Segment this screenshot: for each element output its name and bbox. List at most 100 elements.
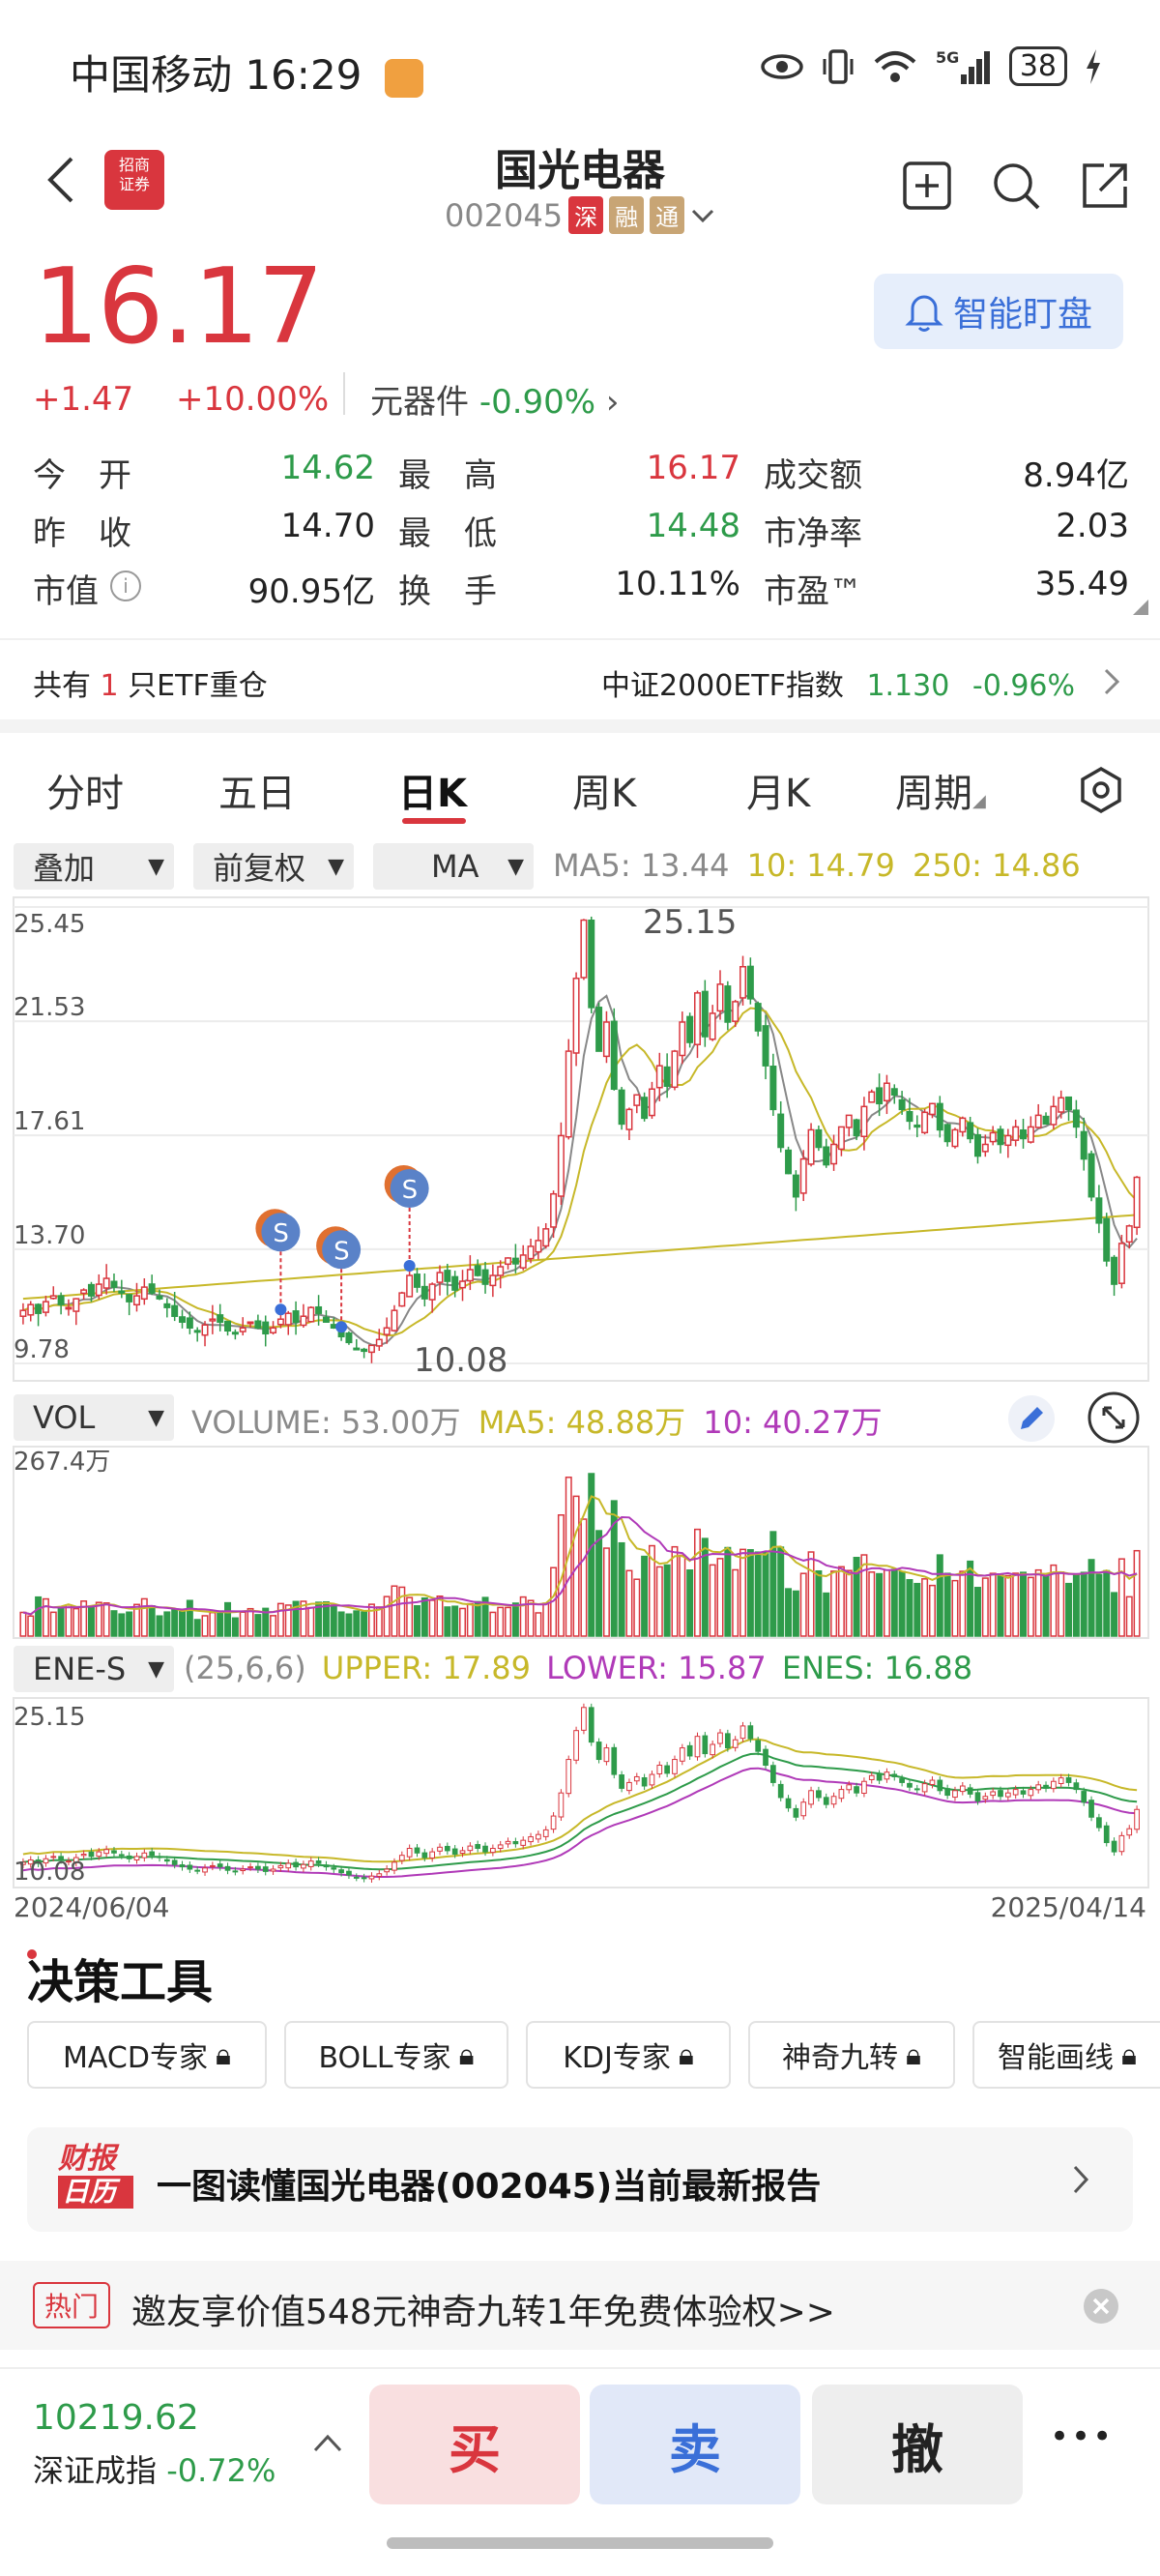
report-banner[interactable]: 财报 日历 一图读懂国光电器(002045)当前最新报告 xyxy=(27,2127,1133,2232)
stock-title: 国光电器 xyxy=(495,146,665,195)
expand-fullscreen-icon[interactable] xyxy=(1087,1390,1141,1445)
ene-lower: LOWER: 15.87 xyxy=(546,1650,767,1686)
candle-body xyxy=(292,1310,300,1323)
smart-watch-button[interactable]: 智能盯盘 xyxy=(874,274,1123,349)
tool-macd-button[interactable]: MACD专家 🔒︎ xyxy=(27,2021,267,2089)
ene-candle-body xyxy=(542,1829,549,1837)
vol-selector[interactable]: VOL ▼ xyxy=(14,1394,174,1441)
volume-bar xyxy=(883,1569,890,1637)
ene-candle-body xyxy=(444,1845,450,1852)
lock-icon: 🔒︎ xyxy=(1121,2037,1137,2072)
candle-body xyxy=(1020,1128,1028,1140)
tab-weekly-k[interactable]: 周K xyxy=(572,772,637,816)
chevron-down-icon[interactable] xyxy=(690,206,715,225)
ene-candle-body xyxy=(163,1859,170,1862)
marker-letter: S xyxy=(402,1176,419,1205)
ene-candle-body xyxy=(368,1875,375,1880)
share-icon[interactable] xyxy=(1079,160,1131,212)
candle-body xyxy=(276,1318,284,1326)
ene-candle-body xyxy=(270,1868,276,1872)
adjust-selector[interactable]: 前复权 ▼ xyxy=(193,843,354,890)
etf-holding-row[interactable]: 共有 1 只ETF重仓 中证2000ETF指数 1.130 -0.96% xyxy=(0,642,1160,719)
volume-bar xyxy=(769,1531,777,1637)
tab-five-day[interactable]: 五日 xyxy=(218,772,296,816)
ene-selector[interactable]: ENE-S ▼ xyxy=(14,1646,174,1692)
header-actions xyxy=(901,160,1131,212)
tab-period[interactable]: 周期◢ xyxy=(895,772,986,816)
volume-bar xyxy=(307,1606,315,1637)
index-name: 深证成指 xyxy=(33,2452,158,2489)
stat-label: 成交额 xyxy=(764,456,862,495)
search-icon[interactable] xyxy=(990,160,1042,212)
chevron-up-icon[interactable] xyxy=(311,2431,344,2454)
tool-boll-button[interactable]: BOLL专家 🔒︎ xyxy=(284,2021,508,2089)
ene-candle-body xyxy=(633,1775,640,1782)
index-info[interactable]: 深证成指 -0.72% xyxy=(33,2446,276,2491)
current-price: 16.17 xyxy=(33,247,324,367)
settings-hexagon-icon[interactable] xyxy=(1077,766,1125,814)
volume-bar xyxy=(1133,1549,1141,1637)
home-indicator[interactable] xyxy=(387,2537,773,2549)
draw-pen-icon[interactable] xyxy=(1007,1394,1056,1443)
volume-bar xyxy=(270,1615,277,1637)
candle-body xyxy=(762,1025,769,1067)
ene-candle-body xyxy=(307,1860,314,1867)
ene-candle-body xyxy=(573,1730,579,1761)
volume-bar xyxy=(1125,1595,1133,1637)
tool-nine-turn-button[interactable]: 神奇九转 🔒︎ xyxy=(748,2021,955,2089)
more-menu-icon[interactable]: ••• xyxy=(1050,2417,1115,2456)
tool-kdj-button[interactable]: KDJ专家 🔒︎ xyxy=(526,2021,731,2089)
ene-candle-body xyxy=(210,1864,216,1867)
trade-markers[interactable]: S S S xyxy=(255,1165,429,1333)
buy-button[interactable]: 买 xyxy=(369,2385,580,2504)
sell-button[interactable]: 卖 xyxy=(590,2385,800,2504)
tab-monthly-k[interactable]: 月K xyxy=(746,772,811,816)
ma-selector[interactable]: MA ▼ xyxy=(373,843,534,890)
ene-candle-body xyxy=(392,1861,397,1871)
ene-candle-body xyxy=(27,1859,34,1865)
index-pct: -0.72% xyxy=(166,2452,276,2489)
ene-candle-body xyxy=(876,1773,883,1781)
candle-body xyxy=(921,1111,929,1134)
volume-bar xyxy=(853,1557,860,1637)
volume-chart[interactable]: 267.4万 xyxy=(0,1445,1160,1640)
candle-body xyxy=(140,1286,148,1301)
quote-stats: 今 开 14.62 最 高 16.17 成交额 8.94亿 昨 收 14.70 … xyxy=(0,445,1160,619)
ene-candle-body xyxy=(808,1790,814,1805)
stat-value: 14.48 xyxy=(646,507,740,545)
cancel-order-button[interactable]: 撤 xyxy=(812,2385,1023,2504)
candle-body xyxy=(679,1021,686,1057)
tab-daily-k[interactable]: 日K xyxy=(398,772,467,816)
volume-bar xyxy=(466,1602,474,1637)
ene-chart[interactable]: 25.15 10.08 xyxy=(0,1696,1160,1889)
candle-body xyxy=(959,1117,967,1133)
ene-candle-body xyxy=(884,1771,890,1780)
stock-code-row[interactable]: 002045 深 融 通 xyxy=(445,196,715,234)
add-watchlist-icon[interactable] xyxy=(901,160,953,212)
expand-corner-icon[interactable] xyxy=(1133,600,1148,615)
ene-candle-body xyxy=(255,1865,261,1870)
ene-candle-body xyxy=(1065,1776,1072,1783)
sector-link[interactable]: 元器件 -0.90% › xyxy=(370,375,620,423)
candle-body xyxy=(201,1324,209,1336)
tool-smart-draw-button[interactable]: 智能画线 🔒︎ xyxy=(972,2021,1160,2089)
ene-candle-body xyxy=(1088,1800,1094,1818)
close-icon[interactable] xyxy=(1083,2288,1119,2325)
ene-candle-body xyxy=(376,1873,383,1877)
volume-bar xyxy=(618,1541,625,1637)
candle-body xyxy=(837,1126,845,1151)
volume-bar xyxy=(1050,1564,1058,1637)
ene-candle-body xyxy=(868,1774,875,1780)
ene-candle-body xyxy=(1058,1777,1064,1784)
overlay-selector[interactable]: 叠加 ▼ xyxy=(14,843,174,890)
volume-bar xyxy=(845,1569,853,1637)
kline-chart[interactable]: S S S 25.15 10.08 25.45 21.53 17.61 13.70 9.78 xyxy=(0,890,1160,1392)
hot-text: 邀友享价值548元神奇九转1年免费体验权>> xyxy=(131,2293,835,2332)
vol-legend: VOLUME: 53.00万 MA5: 48.88万 10: 40.27万 xyxy=(191,1398,883,1443)
info-icon[interactable]: i xyxy=(110,571,141,601)
back-arrow-icon[interactable] xyxy=(39,155,85,205)
candle-body xyxy=(709,1012,716,1040)
candle-body xyxy=(823,1146,830,1166)
hot-promo-row[interactable]: 热门 邀友享价值548元神奇九转1年免费体验权>> xyxy=(0,2261,1160,2350)
tab-intraday[interactable]: 分时 xyxy=(46,772,124,816)
